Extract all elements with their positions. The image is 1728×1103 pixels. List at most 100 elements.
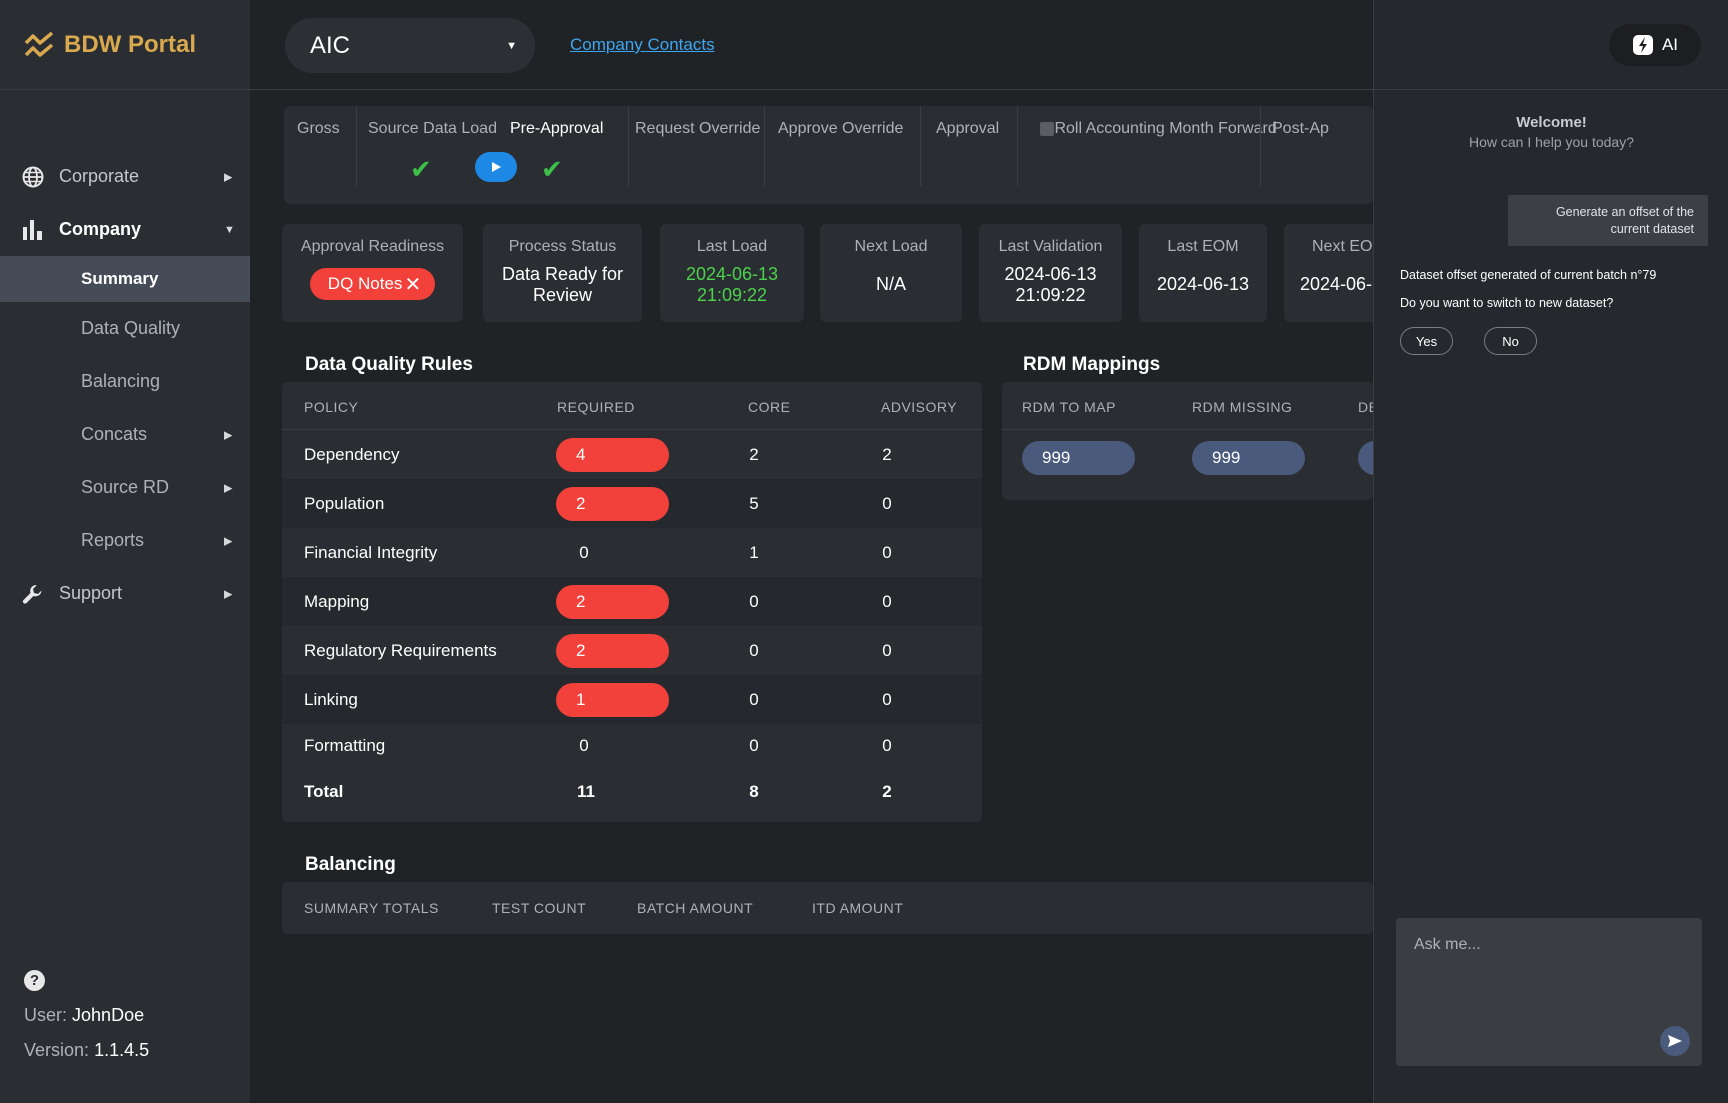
core-count: 5 <box>749 493 759 513</box>
advisory-count: 0 <box>882 591 892 611</box>
sidebar-item-corporate[interactable]: Corporate ▶ <box>0 150 250 203</box>
step-divider <box>628 106 629 186</box>
ai-button[interactable]: AI <box>1609 24 1701 66</box>
step-label-wrap: Roll Accounting Month Forward <box>1040 120 1277 138</box>
help-icon[interactable]: ? <box>24 970 45 991</box>
column-header-summary-totals[interactable]: SUMMARY TOTALS <box>304 900 439 916</box>
column-header-test-count[interactable]: TEST COUNT <box>492 900 587 916</box>
column-header-core[interactable]: CORE <box>748 399 791 415</box>
no-button[interactable]: No <box>1484 327 1537 355</box>
column-header-policy[interactable]: POLICY <box>304 399 359 415</box>
send-icon <box>1668 1035 1682 1047</box>
dq-rows: Dependency 4 2 2 Population 2 5 0 Financial Inte… <box>282 430 982 768</box>
card-last-eom: Last EOM 2024-06-13 <box>1139 224 1267 322</box>
policy-name: Dependency <box>304 444 400 464</box>
table-header: POLICY REQUIRED CORE ADVISORY <box>282 382 982 430</box>
table-row[interactable]: Linking 1 0 0 <box>282 675 982 724</box>
bar-chart-icon <box>23 219 42 240</box>
table-row[interactable]: Formatting 0 0 0 <box>282 724 982 768</box>
check-icon: ✔ <box>541 154 563 184</box>
step-label: Post-Ap <box>1272 120 1329 137</box>
required-count-badge[interactable]: 4 <box>556 437 669 472</box>
step-approval[interactable]: Approval <box>921 106 1018 204</box>
step-pre-approval[interactable]: Pre-Approval ✔ <box>475 106 629 204</box>
yes-button[interactable]: Yes <box>1400 327 1453 355</box>
required-count-badge[interactable]: 2 <box>556 486 669 521</box>
step-gross[interactable]: Gross <box>284 106 357 204</box>
rdm-missing-value[interactable]: 999 <box>1192 441 1305 475</box>
sidebar-item-label: Company <box>59 219 142 239</box>
sidebar-item-label: Corporate <box>59 166 140 186</box>
step-label: Request Override <box>635 120 761 137</box>
sidebar-nav: Corporate ▶ Company ▼ Summary Data Quali… <box>0 150 250 620</box>
card-process-status: Process Status Data Ready for Review <box>483 224 642 322</box>
sidebar-subitem-label: Data Quality <box>81 318 181 338</box>
send-button[interactable] <box>1660 1026 1690 1056</box>
column-header-batch-amount[interactable]: BATCH AMOUNT <box>637 900 754 916</box>
core-count: 0 <box>749 736 759 755</box>
user-label: User: <box>24 1005 68 1025</box>
sidebar-subitem-balancing[interactable]: Balancing <box>0 355 250 408</box>
advisory-count: 0 <box>882 736 892 755</box>
checkbox-icon[interactable] <box>1040 121 1054 136</box>
step-divider <box>920 106 921 186</box>
advisory-count: 0 <box>882 542 892 562</box>
caret-right-icon: ▶ <box>224 482 233 494</box>
step-divider <box>1017 106 1018 186</box>
version-label: Version: <box>24 1040 90 1060</box>
sidebar-subitem-data-quality[interactable]: Data Quality <box>0 302 250 355</box>
sidebar-subitem-reports[interactable]: Reports ▶ <box>0 514 250 567</box>
rdm-to-map-value[interactable]: 999 <box>1022 441 1135 475</box>
required-count-badge[interactable]: 1 <box>556 682 669 717</box>
table-row[interactable]: Mapping 2 0 0 <box>282 577 982 626</box>
step-roll-accounting-month-forward[interactable]: Roll Accounting Month Forward <box>1018 106 1277 204</box>
db-value-pill[interactable] <box>1358 441 1373 475</box>
card-approval-readiness: Approval Readiness DQ Notes ✕ <box>282 224 463 322</box>
table-row[interactable]: Regulatory Requirements 2 0 0 <box>282 626 982 675</box>
step-label: Approve Override <box>778 120 904 137</box>
ai-panel-header: AI <box>1374 0 1728 90</box>
table-row[interactable]: Financial Integrity 0 1 0 <box>282 528 982 577</box>
step-post-approval[interactable]: Post-Ap <box>1261 106 1373 204</box>
total-core: 8 <box>749 781 759 801</box>
sidebar-subitem-summary[interactable]: Summary <box>0 256 250 302</box>
step-request-override[interactable]: Request Override <box>629 106 765 204</box>
company-select[interactable]: AIC ▼ <box>285 18 535 73</box>
required-count-badge[interactable]: 2 <box>556 584 669 619</box>
required-count-badge[interactable]: 2 <box>556 633 669 668</box>
ai-button-label: AI <box>1661 35 1679 54</box>
ask-box <box>1396 918 1702 1066</box>
sidebar-subitem-source-rd[interactable]: Source RD ▶ <box>0 461 250 514</box>
step-label: Pre-Approval <box>510 120 604 137</box>
column-header-advisory[interactable]: ADVISORY <box>881 399 958 415</box>
column-header-required[interactable]: REQUIRED <box>557 399 635 415</box>
core-count: 1 <box>749 542 759 562</box>
sidebar-item-company[interactable]: Company ▼ <box>0 203 250 256</box>
card-last-validation: Last Validation 2024-06-13 21:09:22 <box>979 224 1122 322</box>
sidebar-subitem-label: Source RD <box>81 477 170 497</box>
step-approve-override[interactable]: Approve Override <box>765 106 921 204</box>
sidebar-item-support[interactable]: Support ▶ <box>0 567 250 620</box>
required-count: 0 <box>579 736 589 755</box>
column-header-rdm-to-map[interactable]: RDM TO MAP <box>1022 399 1116 415</box>
dq-rules-table: POLICY REQUIRED CORE ADVISORY Dependency… <box>282 382 982 822</box>
table-row[interactable]: Dependency 4 2 2 <box>282 430 982 479</box>
brand[interactable]: BDW Portal <box>0 0 250 90</box>
table-row[interactable]: Population 2 5 0 <box>282 479 982 528</box>
bot-message-line: Dataset offset generated of current batc… <box>1400 268 1657 282</box>
dq-notes-badge[interactable]: DQ Notes ✕ <box>309 268 436 300</box>
ask-input[interactable] <box>1414 936 1674 954</box>
play-icon[interactable] <box>475 152 517 182</box>
column-header-itd-amount[interactable]: ITD AMOUNT <box>812 900 904 916</box>
close-icon[interactable]: ✕ <box>404 273 422 296</box>
column-header-rdm-missing[interactable]: RDM MISSING <box>1192 399 1293 415</box>
rdm-mappings-table: RDM TO MAP RDM MISSING DB 999 999 <box>1002 382 1373 500</box>
card-title: Approval Readiness <box>300 238 445 255</box>
advisory-count: 0 <box>882 640 892 660</box>
step-source-data-load[interactable]: Source Data Load ✔ <box>357 106 497 204</box>
company-contacts-link[interactable]: Company Contacts <box>570 35 715 54</box>
card-last-load: Last Load 2024-06-13 21:09:22 <box>660 224 804 322</box>
column-header-db[interactable]: DB <box>1358 399 1373 415</box>
version-value: 1.1.4.5 <box>94 1040 150 1060</box>
sidebar-subitem-concats[interactable]: Concats ▶ <box>0 408 250 461</box>
